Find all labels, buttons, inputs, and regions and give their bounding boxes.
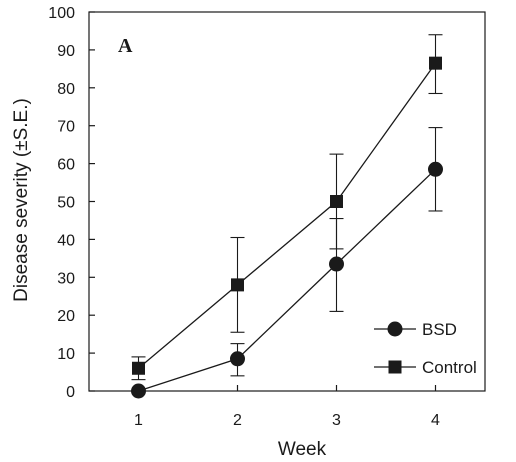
x-tick-label: 2 [233, 412, 242, 429]
x-tick-label: 4 [431, 412, 440, 429]
legend-marker-bsd [387, 321, 403, 337]
data-point-bsd [230, 351, 245, 367]
data-point-bsd [131, 383, 146, 399]
y-tick-label: 0 [66, 384, 75, 401]
y-tick-label: 90 [57, 43, 75, 60]
legend-label-bsd: BSD [422, 320, 457, 339]
y-tick-label: 40 [57, 232, 75, 249]
legend-marker-control [388, 360, 402, 374]
y-axis-label: Disease severity (±S.E.) [11, 98, 32, 302]
data-point-bsd [428, 161, 443, 177]
series-line-control [138, 62, 437, 369]
axes: 0 10 20 30 40 50 60 70 80 90 100 1 2 3 4 [48, 5, 486, 429]
y-tick-label: 60 [57, 157, 75, 174]
y-tick-label: 80 [57, 81, 75, 98]
data-point-control [330, 195, 343, 208]
x-tick-label: 1 [134, 412, 143, 429]
y-tick-label: 10 [57, 346, 75, 363]
x-tick-label: 3 [332, 412, 341, 429]
y-tick-label: 70 [57, 119, 75, 136]
data-point-control [231, 278, 244, 292]
y-tick-label: 50 [57, 195, 75, 212]
panel-label: A [118, 35, 133, 57]
y-tick-label: 20 [57, 308, 75, 325]
legend-label-control: Control [422, 358, 477, 377]
x-axis-label: Week [278, 439, 327, 460]
series-line-bsd [138, 168, 436, 392]
legend: BSD Control [374, 320, 477, 377]
y-tick-label: 100 [48, 5, 75, 22]
data-point-control [132, 361, 145, 375]
data-point-bsd [329, 256, 344, 272]
data-point-control [429, 56, 442, 70]
y-tick-label: 30 [57, 270, 75, 287]
series-layer [131, 34, 443, 399]
